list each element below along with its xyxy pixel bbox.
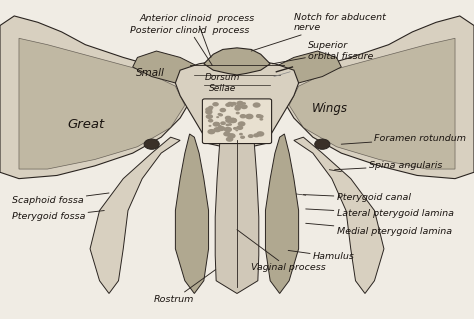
Circle shape [215, 122, 219, 125]
Circle shape [226, 137, 233, 142]
Circle shape [218, 113, 221, 115]
Polygon shape [90, 137, 180, 293]
Polygon shape [294, 137, 384, 293]
Circle shape [224, 127, 232, 132]
Circle shape [259, 118, 263, 121]
Circle shape [234, 107, 241, 111]
Polygon shape [0, 16, 190, 179]
Circle shape [208, 129, 216, 134]
Circle shape [253, 102, 261, 108]
Text: Hamulus: Hamulus [288, 250, 355, 261]
Circle shape [144, 139, 159, 149]
Circle shape [231, 102, 237, 106]
Circle shape [206, 114, 213, 119]
Circle shape [256, 114, 260, 116]
Circle shape [218, 125, 222, 128]
Text: Scaphoid fossa: Scaphoid fossa [12, 193, 109, 205]
Circle shape [205, 107, 212, 112]
Text: Great: Great [68, 118, 105, 131]
Polygon shape [204, 48, 270, 75]
Circle shape [209, 125, 211, 127]
Polygon shape [175, 134, 209, 293]
Circle shape [227, 102, 233, 106]
Circle shape [237, 101, 244, 106]
Text: Lateral pterygoid lamina: Lateral pterygoid lamina [306, 209, 454, 218]
Circle shape [219, 114, 223, 116]
Circle shape [213, 127, 221, 132]
Circle shape [236, 112, 240, 115]
Circle shape [235, 106, 240, 109]
Text: Notch for abducent
nerve: Notch for abducent nerve [251, 13, 386, 51]
Circle shape [233, 127, 237, 130]
Text: Superior
orbital fissure: Superior orbital fissure [273, 41, 374, 64]
Circle shape [242, 102, 246, 105]
Polygon shape [215, 140, 259, 293]
Circle shape [240, 104, 248, 109]
Text: Anterior clinoid  process: Anterior clinoid process [139, 14, 255, 57]
Circle shape [236, 130, 238, 131]
Text: Posterior clinoid  process: Posterior clinoid process [130, 26, 249, 65]
Circle shape [205, 109, 212, 115]
Circle shape [223, 131, 231, 137]
Text: Medial pterygoid lamina: Medial pterygoid lamina [306, 223, 452, 236]
Text: Pterygoid canal: Pterygoid canal [303, 193, 410, 202]
Circle shape [256, 131, 264, 137]
Circle shape [240, 114, 246, 118]
Text: Rostrum: Rostrum [154, 270, 216, 304]
Circle shape [227, 133, 236, 139]
Polygon shape [265, 134, 299, 293]
Circle shape [256, 114, 262, 118]
Text: Spina angularis: Spina angularis [335, 161, 442, 170]
Text: Wings: Wings [311, 102, 347, 115]
Text: Vaginal process: Vaginal process [237, 230, 326, 272]
Circle shape [218, 126, 225, 131]
Circle shape [225, 103, 231, 107]
Circle shape [237, 121, 246, 127]
Circle shape [236, 125, 243, 130]
Circle shape [258, 115, 264, 118]
Polygon shape [270, 51, 341, 86]
Circle shape [225, 118, 232, 123]
Circle shape [239, 133, 243, 136]
Circle shape [226, 123, 229, 126]
Circle shape [225, 116, 231, 120]
Circle shape [208, 106, 213, 109]
Circle shape [212, 102, 219, 107]
Text: Dorsum
Sellae: Dorsum Sellae [205, 73, 240, 93]
Polygon shape [175, 57, 299, 150]
FancyBboxPatch shape [202, 99, 272, 144]
Circle shape [245, 114, 254, 119]
Circle shape [235, 104, 242, 109]
Circle shape [208, 119, 213, 122]
Circle shape [248, 134, 254, 138]
Text: Small: Small [137, 68, 165, 78]
Polygon shape [133, 51, 204, 86]
Circle shape [240, 136, 245, 139]
Circle shape [229, 118, 237, 123]
Circle shape [253, 133, 259, 137]
Polygon shape [289, 38, 455, 169]
Circle shape [315, 139, 330, 149]
Circle shape [220, 121, 226, 125]
Polygon shape [19, 38, 185, 169]
Circle shape [219, 108, 226, 112]
Circle shape [213, 122, 220, 127]
Text: Foramen rotundum: Foramen rotundum [341, 134, 466, 144]
Circle shape [229, 118, 237, 123]
Circle shape [230, 105, 234, 107]
Text: Pterygoid fossa: Pterygoid fossa [12, 211, 104, 221]
Circle shape [216, 116, 219, 118]
Polygon shape [284, 16, 474, 179]
Circle shape [228, 123, 232, 126]
